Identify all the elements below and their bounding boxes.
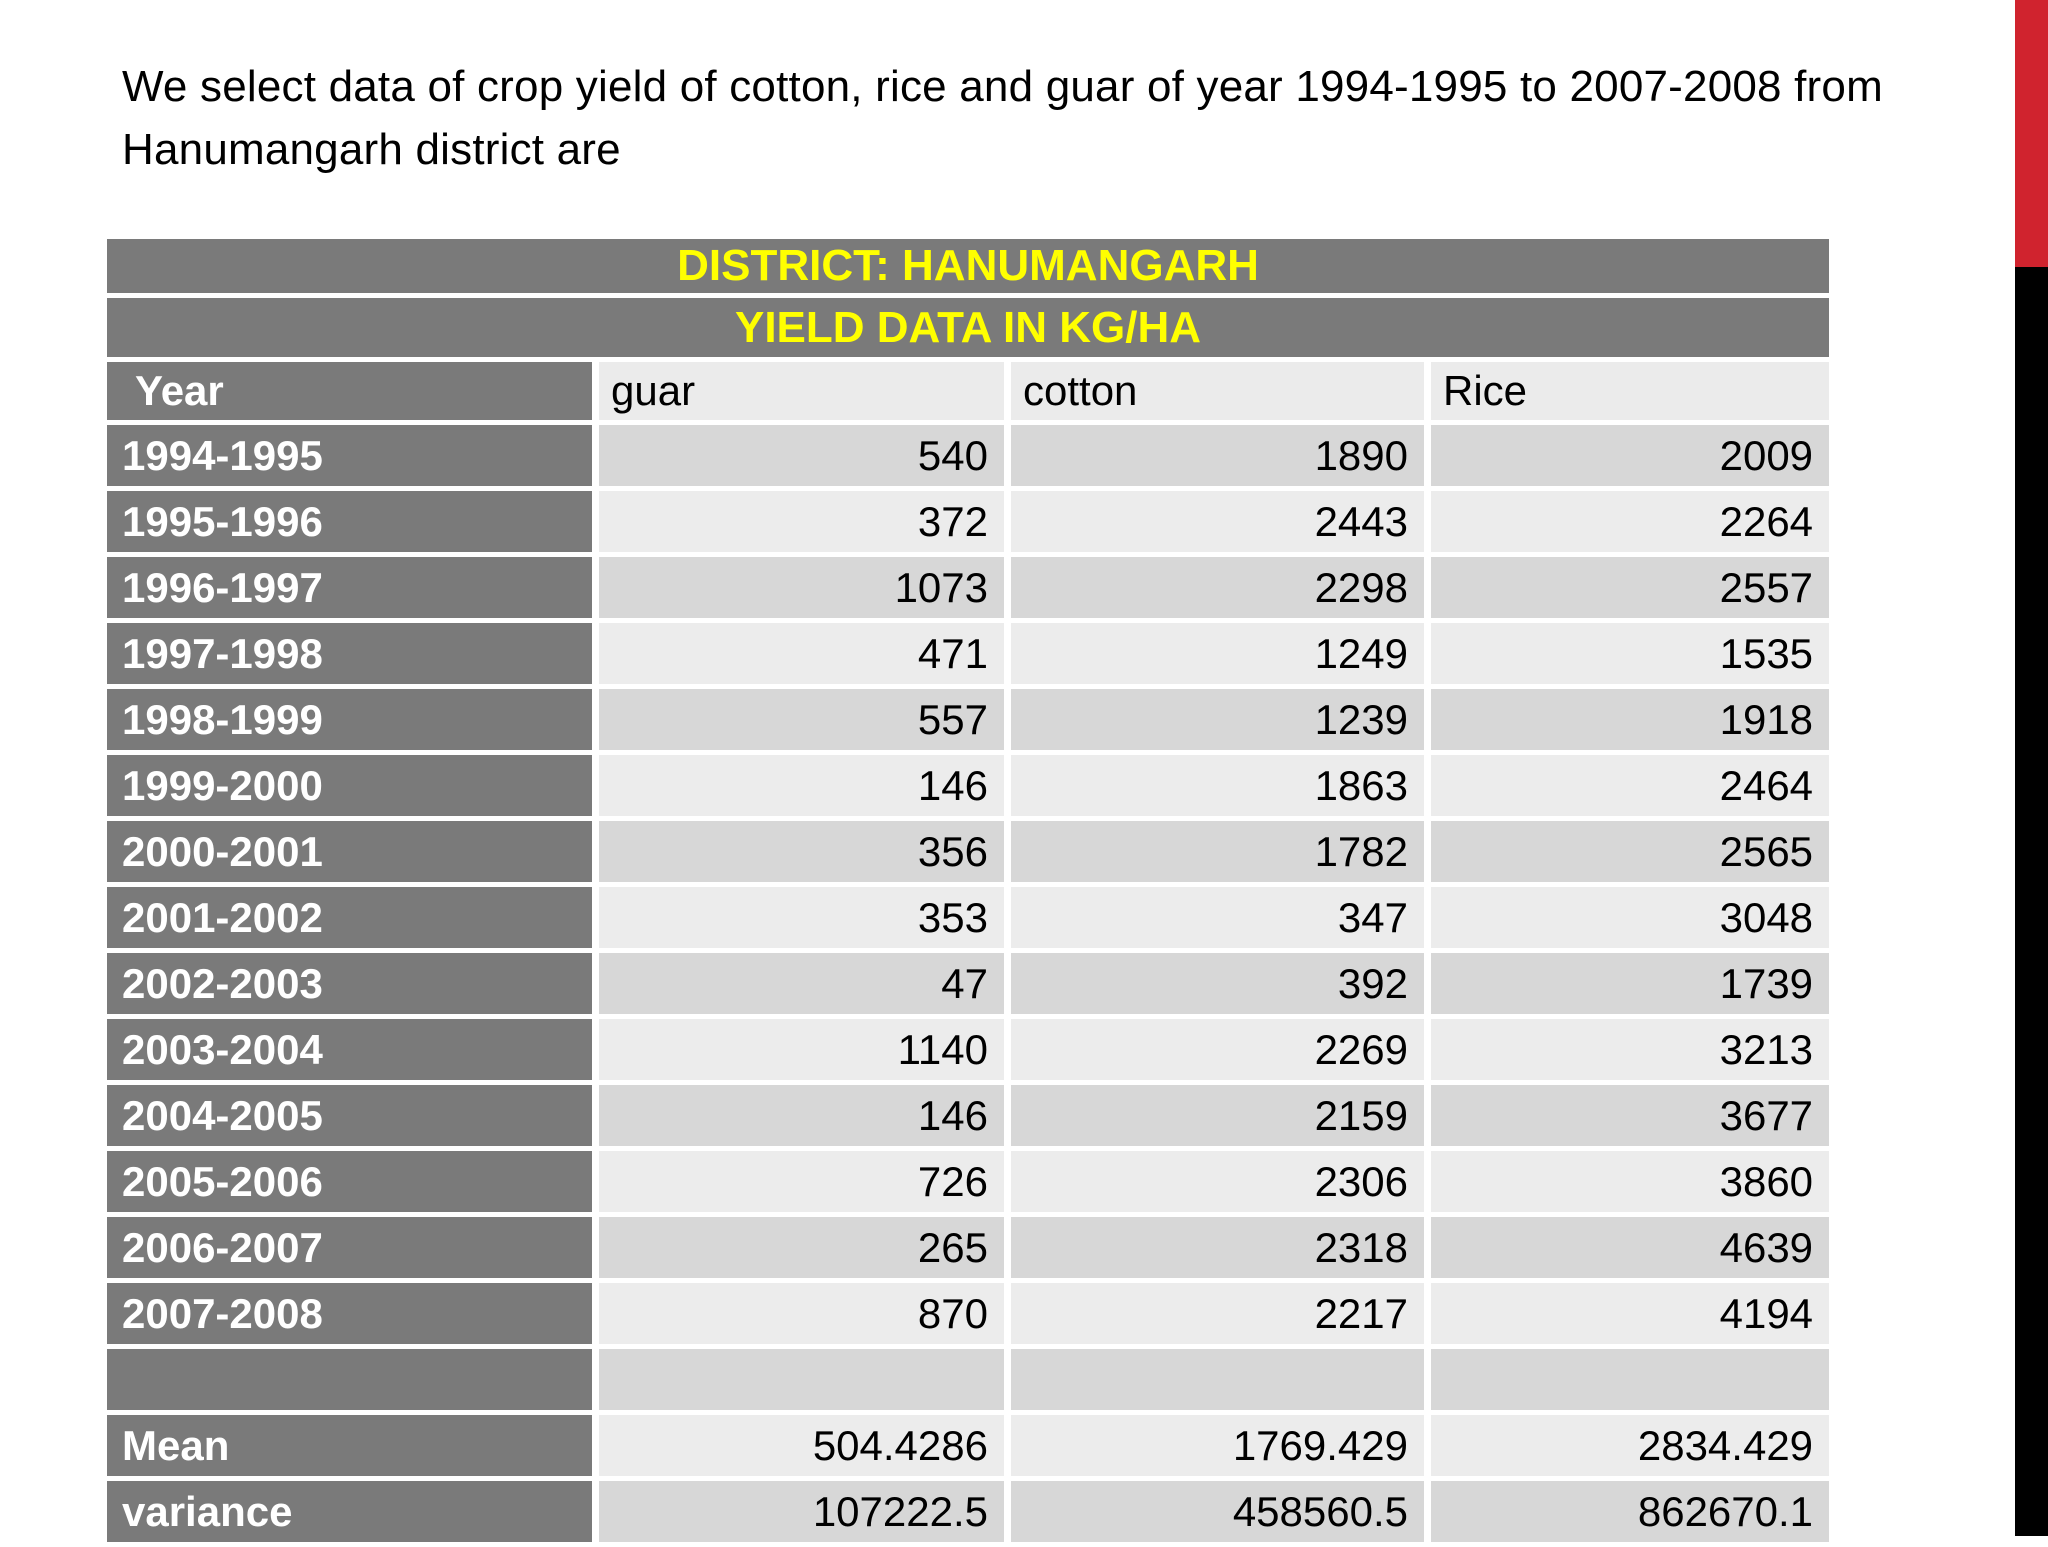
value-cell: 2565 xyxy=(1431,821,1830,882)
value-cell: 1890 xyxy=(1011,425,1424,486)
row-label: 2004-2005 xyxy=(107,1085,592,1146)
yield-banner-text: YIELD DATA IN KG/HA xyxy=(107,298,1830,357)
value-cell: 540 xyxy=(599,425,1004,486)
value-cell: 2834.429 xyxy=(1431,1415,1830,1476)
value-cell: 146 xyxy=(599,755,1004,816)
row-label xyxy=(107,1349,592,1410)
row-label: Mean xyxy=(107,1415,592,1476)
col-header-year: Year xyxy=(107,362,592,420)
value-cell: 1249 xyxy=(1011,623,1424,684)
value-cell: 356 xyxy=(599,821,1004,882)
value-cell: 1140 xyxy=(599,1019,1004,1080)
value-cell: 353 xyxy=(599,887,1004,948)
value-cell: 4194 xyxy=(1431,1283,1830,1344)
table-row: 2005-2006 726 2306 3860 xyxy=(107,1151,1830,1212)
value-cell: 862670.1 xyxy=(1431,1481,1830,1542)
row-label: variance xyxy=(107,1481,592,1542)
value-cell: 265 xyxy=(599,1217,1004,1278)
value-cell: 3048 xyxy=(1431,887,1830,948)
row-label: 2001-2002 xyxy=(107,887,592,948)
row-label: 2005-2006 xyxy=(107,1151,592,1212)
value-cell: 1918 xyxy=(1431,689,1830,750)
slide-title: We select data of crop yield of cotton, … xyxy=(122,62,1883,174)
value-cell: 1535 xyxy=(1431,623,1830,684)
value-cell: 3860 xyxy=(1431,1151,1830,1212)
value-cell: 557 xyxy=(599,689,1004,750)
col-header-cotton: cotton xyxy=(1011,362,1424,420)
row-label: 2007-2008 xyxy=(107,1283,592,1344)
value-cell: 2318 xyxy=(1011,1217,1424,1278)
value-cell: 47 xyxy=(599,953,1004,1014)
col-header-rice: Rice xyxy=(1431,362,1830,420)
table-row: 1995-1996 372 2443 2264 xyxy=(107,491,1830,552)
value-cell: 3213 xyxy=(1431,1019,1830,1080)
value-cell: 2159 xyxy=(1011,1085,1424,1146)
value-cell: 2443 xyxy=(1011,491,1424,552)
district-banner-row: DISTRICT: HANUMANGARH xyxy=(107,239,1830,293)
value-cell: 4639 xyxy=(1431,1217,1830,1278)
table-row: 2007-2008 870 2217 4194 xyxy=(107,1283,1830,1344)
value-cell: 372 xyxy=(599,491,1004,552)
value-cell: 1782 xyxy=(1011,821,1424,882)
table-row: 1998-1999 557 1239 1918 xyxy=(107,689,1830,750)
table-row: Mean 504.4286 1769.429 2834.429 xyxy=(107,1415,1830,1476)
value-cell: 1239 xyxy=(1011,689,1424,750)
row-label: 1995-1996 xyxy=(107,491,592,552)
value-cell: 458560.5 xyxy=(1011,1481,1424,1542)
table-row: 1997-1998 471 1249 1535 xyxy=(107,623,1830,684)
value-cell: 1073 xyxy=(599,557,1004,618)
table-row: 2000-2001 356 1782 2565 xyxy=(107,821,1830,882)
value-cell: 146 xyxy=(599,1085,1004,1146)
column-header-row: Year guar cotton Rice xyxy=(107,362,1830,420)
table-row: 1994-1995 540 1890 2009 xyxy=(107,425,1830,486)
row-label: 2003-2004 xyxy=(107,1019,592,1080)
row-label: 2006-2007 xyxy=(107,1217,592,1278)
value-cell xyxy=(1011,1349,1424,1410)
value-cell: 2269 xyxy=(1011,1019,1424,1080)
table-row: 2002-2003 47 392 1739 xyxy=(107,953,1830,1014)
table-row: 2004-2005 146 2159 3677 xyxy=(107,1085,1830,1146)
table-row xyxy=(107,1349,1830,1410)
value-cell: 2298 xyxy=(1011,557,1424,618)
value-cell: 392 xyxy=(1011,953,1424,1014)
value-cell xyxy=(1431,1349,1830,1410)
value-cell: 347 xyxy=(1011,887,1424,948)
col-header-guar: guar xyxy=(599,362,1004,420)
table-row: 2001-2002 353 347 3048 xyxy=(107,887,1830,948)
table-row: 2006-2007 265 2318 4639 xyxy=(107,1217,1830,1278)
value-cell: 2306 xyxy=(1011,1151,1424,1212)
value-cell: 2264 xyxy=(1431,491,1830,552)
row-label: 2000-2001 xyxy=(107,821,592,882)
value-cell: 2217 xyxy=(1011,1283,1424,1344)
value-cell: 2464 xyxy=(1431,755,1830,816)
value-cell: 726 xyxy=(599,1151,1004,1212)
value-cell: 471 xyxy=(599,623,1004,684)
table-row: 2003-2004 1140 2269 3213 xyxy=(107,1019,1830,1080)
row-label: 1994-1995 xyxy=(107,425,592,486)
value-cell: 2009 xyxy=(1431,425,1830,486)
table-row: 1996-1997 1073 2298 2557 xyxy=(107,557,1830,618)
value-cell: 107222.5 xyxy=(599,1481,1004,1542)
value-cell xyxy=(599,1349,1004,1410)
yield-table: DISTRICT: HANUMANGARH YIELD DATA IN KG/H… xyxy=(100,234,1836,1547)
row-label: 2002-2003 xyxy=(107,953,592,1014)
value-cell: 1769.429 xyxy=(1011,1415,1424,1476)
value-cell: 3677 xyxy=(1431,1085,1830,1146)
row-label: 1996-1997 xyxy=(107,557,592,618)
row-label: 1997-1998 xyxy=(107,623,592,684)
yield-banner-row: YIELD DATA IN KG/HA xyxy=(107,298,1830,357)
row-label: 1999-2000 xyxy=(107,755,592,816)
black-accent-bar xyxy=(2015,267,2048,1536)
value-cell: 870 xyxy=(599,1283,1004,1344)
table-row: 1999-2000 146 1863 2464 xyxy=(107,755,1830,816)
value-cell: 504.4286 xyxy=(599,1415,1004,1476)
row-label: 1998-1999 xyxy=(107,689,592,750)
district-banner-text: DISTRICT: HANUMANGARH xyxy=(107,239,1830,293)
table-row: variance 107222.5 458560.5 862670.1 xyxy=(107,1481,1830,1542)
red-accent-bar xyxy=(2015,0,2048,267)
value-cell: 1863 xyxy=(1011,755,1424,816)
value-cell: 1739 xyxy=(1431,953,1830,1014)
value-cell: 2557 xyxy=(1431,557,1830,618)
